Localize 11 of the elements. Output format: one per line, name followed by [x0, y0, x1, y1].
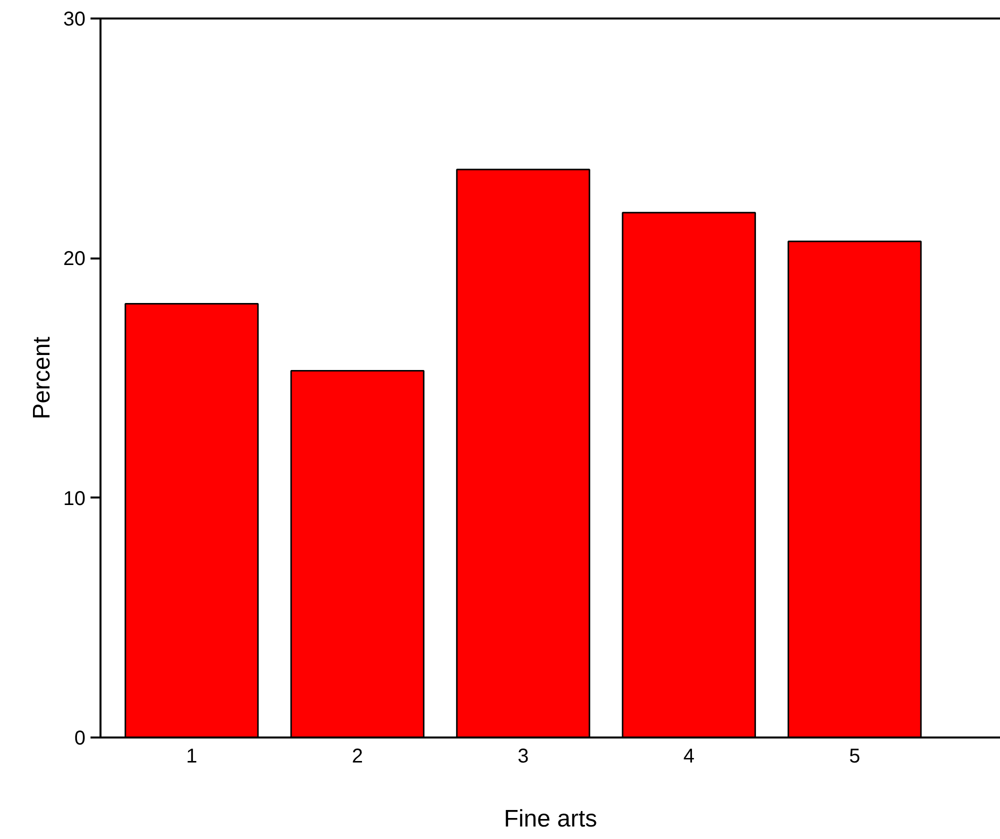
y-tick-label: 20	[63, 248, 86, 270]
x-tick-label: 3	[518, 746, 529, 768]
y-tick-label: 10	[63, 488, 86, 510]
y-tick-label: 0	[74, 728, 86, 750]
y-axis-title: Percent	[28, 336, 56, 420]
x-tick-label: 1	[186, 746, 198, 768]
x-axis-title: Fine arts	[504, 806, 598, 832]
x-tick-label: 2	[352, 746, 363, 768]
x-tick-label: 4	[683, 746, 694, 768]
y-tick-label: 30	[63, 8, 86, 30]
x-tick-label: 5	[849, 746, 860, 768]
